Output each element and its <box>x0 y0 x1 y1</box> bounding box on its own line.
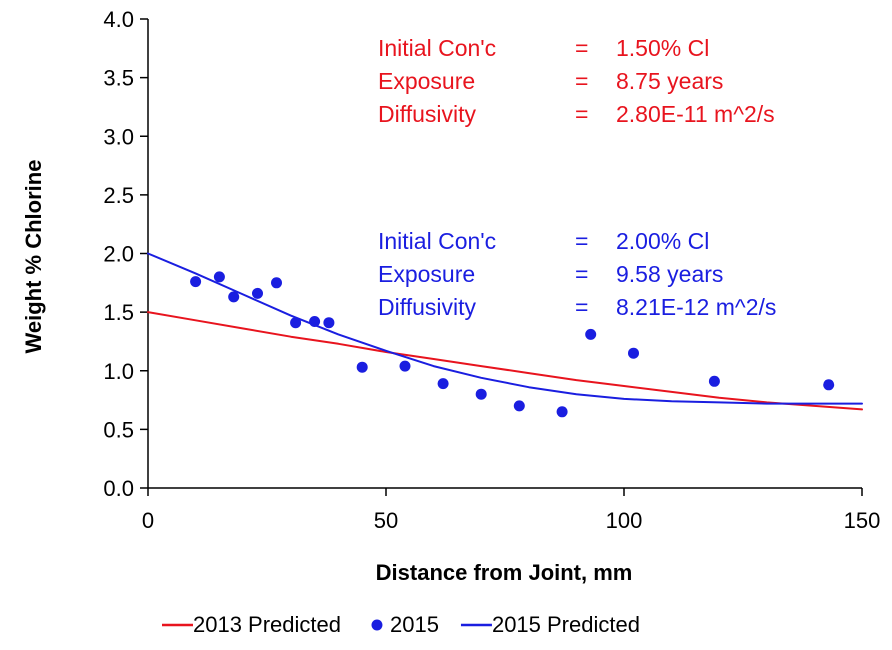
y-tick-label: 3.0 <box>103 124 134 149</box>
data-point-2015 <box>399 360 411 372</box>
annotation-label: Diffusivity <box>378 101 476 127</box>
annotation-equals: = <box>575 294 588 320</box>
annotation-label: Exposure <box>378 68 475 94</box>
annotation-label: Exposure <box>378 261 475 287</box>
data-point-2015 <box>213 271 225 283</box>
tick-marks <box>140 18 863 496</box>
annotation-value: 8.21E-12 m^2/s <box>616 294 776 320</box>
annotation-label: Initial Con'c <box>378 228 496 254</box>
legend-swatch-2015 <box>371 619 383 631</box>
data-point-2015 <box>708 375 720 387</box>
annotation-equals: = <box>575 35 588 61</box>
annotation-equals: = <box>575 261 588 287</box>
data-point-2015 <box>556 406 568 418</box>
annotation-label: Diffusivity <box>378 294 476 320</box>
annotation-equals: = <box>575 101 588 127</box>
data-point-2015 <box>823 379 835 391</box>
annotation-value: 9.58 years <box>616 261 723 287</box>
annotation-value: 2.00% Cl <box>616 228 709 254</box>
data-point-2015 <box>228 291 240 303</box>
x-tick-label: 50 <box>374 508 398 533</box>
y-tick-label: 2.0 <box>103 242 134 267</box>
y-tick-label: 0.5 <box>103 417 134 442</box>
y-tick-label: 0.0 <box>103 476 134 501</box>
data-point-2015 <box>437 378 449 390</box>
annotation-equals: = <box>575 68 588 94</box>
data-point-2015 <box>513 400 525 412</box>
data-point-2015 <box>323 317 335 329</box>
annotation-value: 2.80E-11 m^2/s <box>616 101 775 127</box>
annotation-value: 1.50% Cl <box>616 35 709 61</box>
x-axis-title: Distance from Joint, mm <box>376 560 633 585</box>
axes <box>147 19 862 489</box>
x-tick-label: 100 <box>606 508 643 533</box>
legend: 2013 Predicted 2015 2015 Predicted <box>162 612 640 637</box>
data-point-2015 <box>475 388 487 400</box>
y-tick-label: 1.5 <box>103 300 134 325</box>
data-point-2015 <box>585 328 597 340</box>
y-tick-label: 2.5 <box>103 183 134 208</box>
x-tick-label: 150 <box>844 508 881 533</box>
data-point-2015 <box>290 317 302 329</box>
axis-titles: Distance from Joint, mm Weight % Chlorine <box>21 160 632 585</box>
annotation-equals: = <box>575 228 588 254</box>
series-line-2015-predicted <box>147 252 863 405</box>
data-point-2015 <box>252 287 263 299</box>
data-point-2015 <box>356 361 368 373</box>
annotations: Initial Con'c = 1.50% Cl Exposure = 8.75 year… <box>378 35 776 320</box>
series-line-2013-predicted <box>147 311 863 411</box>
y-axis-title: Weight % Chlorine <box>21 160 46 354</box>
x-tick-label: 0 <box>142 508 154 533</box>
tick-labels: 0.0 0.5 1.0 1.5 2.0 2.5 3.0 3.5 4.0 0 50 100 150 <box>103 7 880 533</box>
data-point-2015 <box>271 277 282 289</box>
annotation-label: Initial Con'c <box>378 35 496 61</box>
legend-label-2015-predicted: 2015 Predicted <box>492 612 640 637</box>
y-tick-label: 3.5 <box>103 66 134 91</box>
data-point-2015 <box>190 276 202 288</box>
annotation-value: 8.75 years <box>616 68 723 94</box>
series-layer <box>147 252 863 418</box>
legend-label-2015: 2015 <box>390 612 439 637</box>
y-tick-label: 1.0 <box>103 359 134 384</box>
data-point-2015 <box>628 347 639 359</box>
legend-label-2013-predicted: 2013 Predicted <box>193 612 341 637</box>
y-tick-label: 4.0 <box>103 7 134 32</box>
